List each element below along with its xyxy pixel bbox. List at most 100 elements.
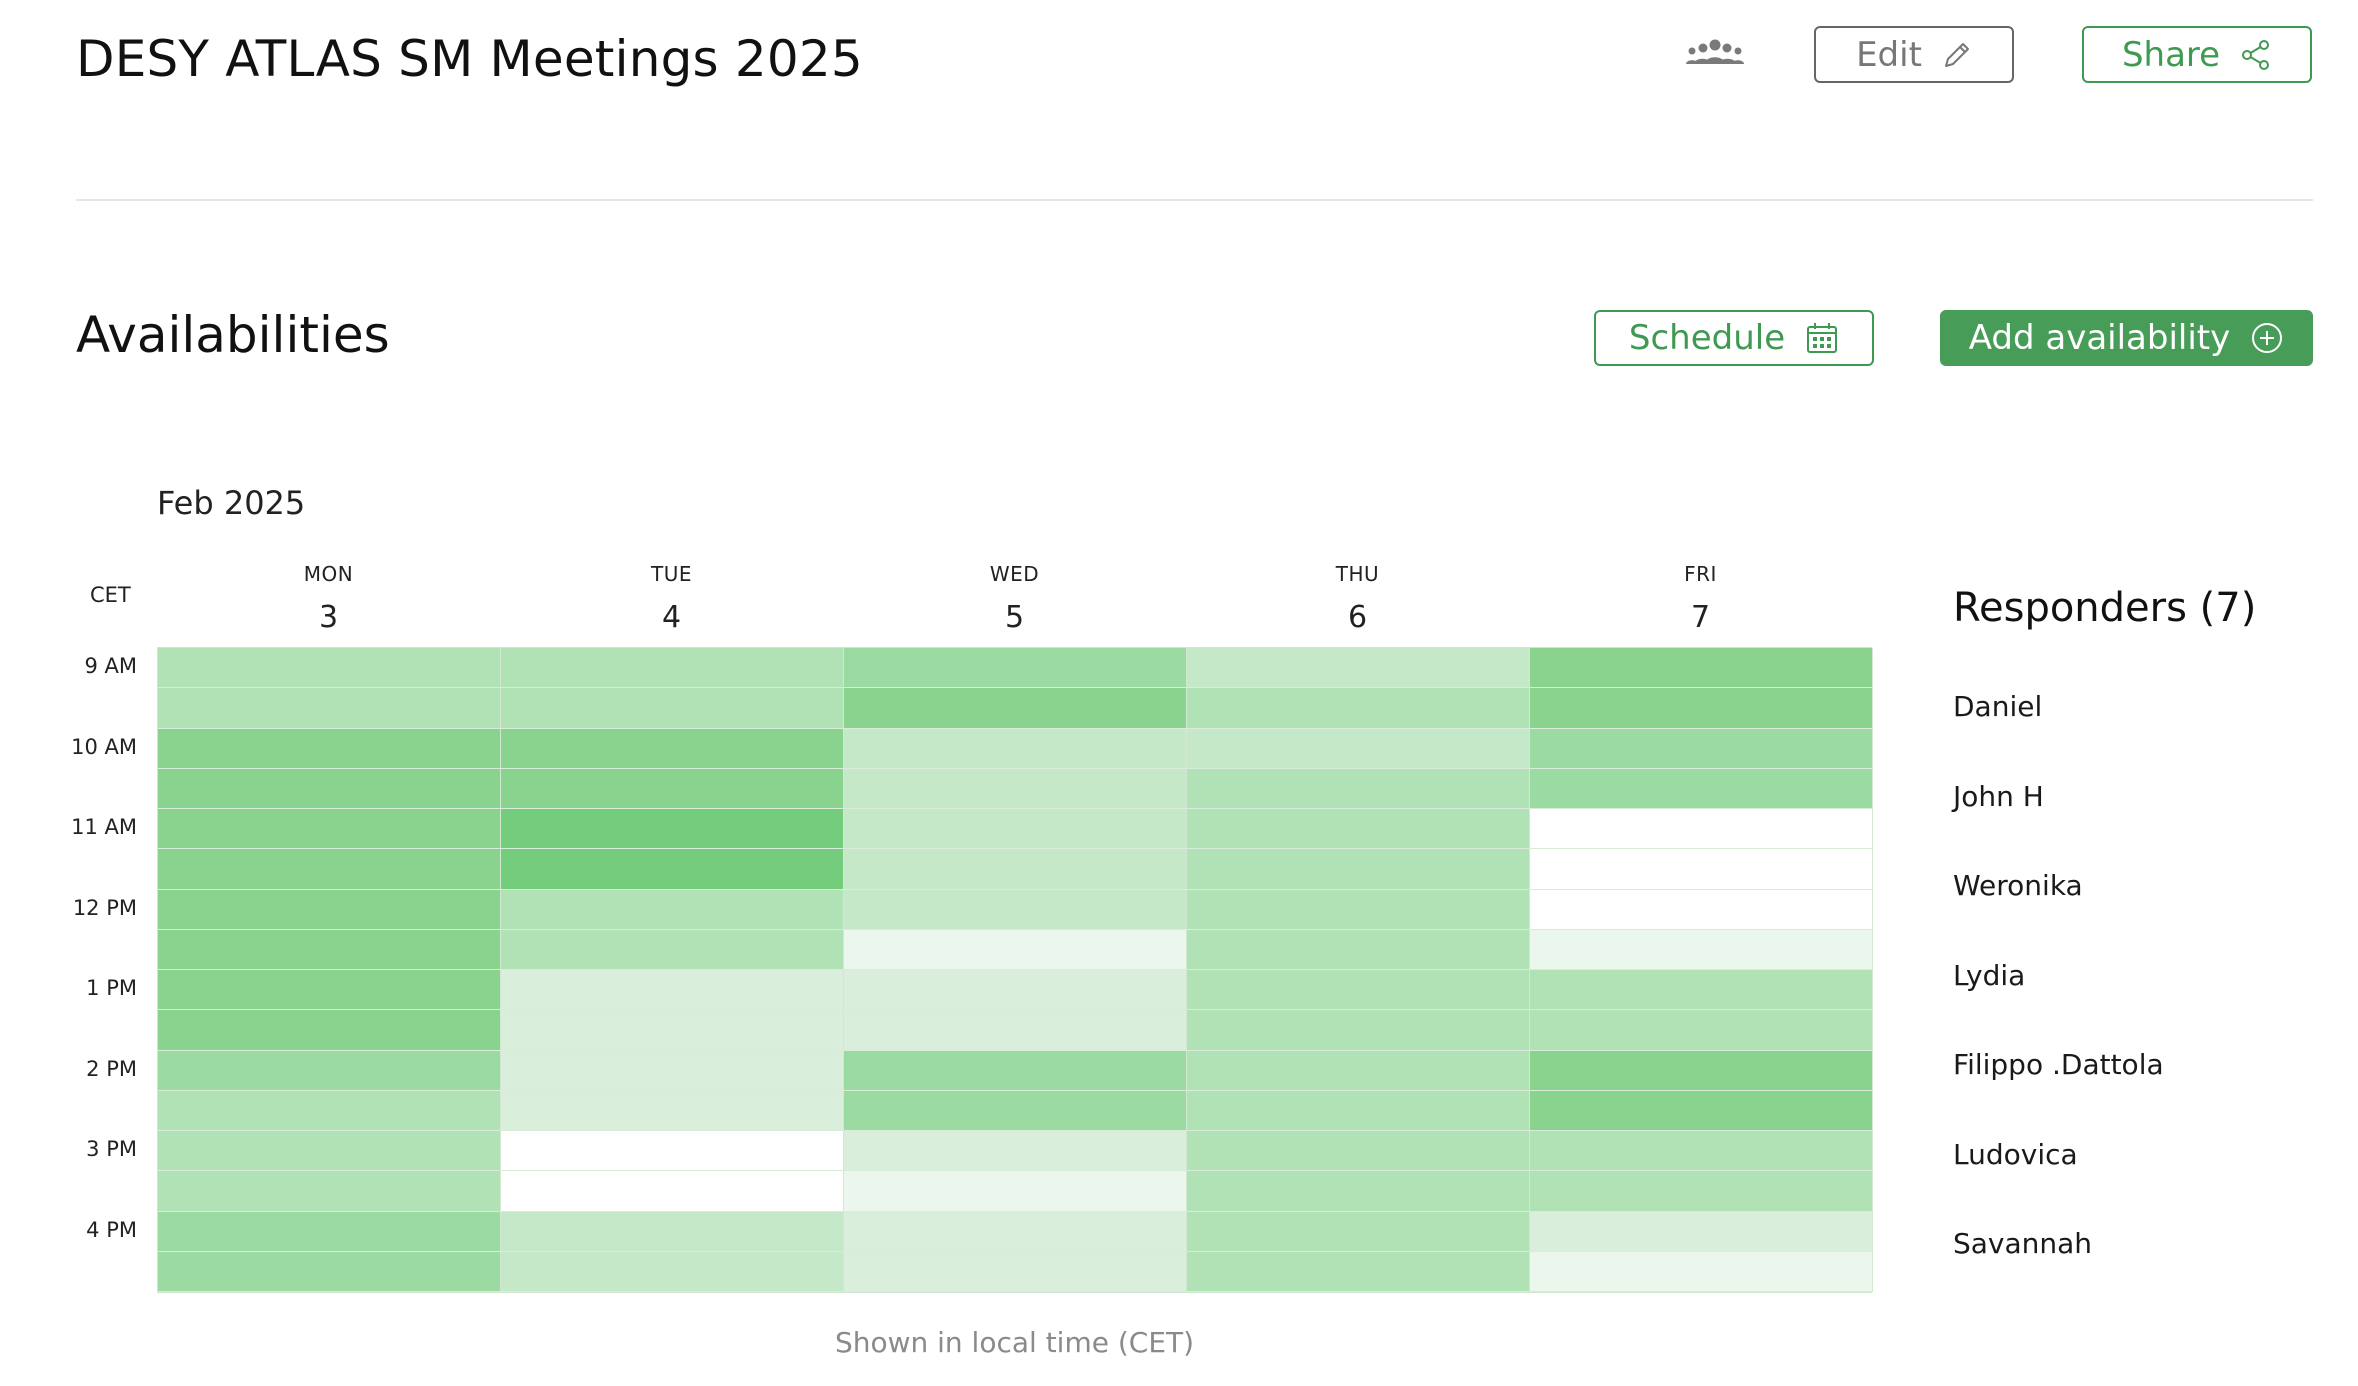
availability-slot[interactable] <box>158 648 501 689</box>
availability-slot[interactable] <box>1187 1211 1530 1252</box>
availability-slot[interactable] <box>501 648 844 689</box>
availability-slot[interactable] <box>1530 970 1873 1011</box>
availability-slot[interactable] <box>1530 1211 1873 1252</box>
header-divider <box>76 199 2313 201</box>
availability-slot[interactable] <box>1187 1171 1530 1212</box>
responder-item[interactable]: Weronika <box>1953 869 2083 902</box>
availability-slot[interactable] <box>1187 809 1530 850</box>
availability-slot[interactable] <box>844 1131 1187 1172</box>
availability-slot[interactable] <box>844 1090 1187 1131</box>
availability-slot[interactable] <box>844 929 1187 970</box>
availabilities-heading: Availabilities <box>76 306 390 364</box>
availability-slot[interactable] <box>158 849 501 890</box>
responder-item[interactable]: Savannah <box>1953 1227 2093 1260</box>
share-button[interactable]: Share <box>2082 26 2312 83</box>
availability-slot[interactable] <box>1530 1090 1873 1131</box>
availability-slot[interactable] <box>844 1171 1187 1212</box>
availability-slot[interactable] <box>158 728 501 769</box>
availability-slot[interactable] <box>1187 1090 1530 1131</box>
availability-slot[interactable] <box>158 1010 501 1051</box>
availability-slot[interactable] <box>1530 1131 1873 1172</box>
share-button-label: Share <box>2121 34 2221 75</box>
availability-slot[interactable] <box>158 1171 501 1212</box>
availability-slot[interactable] <box>501 1090 844 1131</box>
responder-item[interactable]: Ludovica <box>1953 1137 2078 1171</box>
availability-slot[interactable] <box>501 768 844 809</box>
availability-slot[interactable] <box>1530 1010 1873 1051</box>
availability-slot[interactable] <box>844 768 1187 809</box>
availability-slot[interactable] <box>844 648 1187 689</box>
availability-slot[interactable] <box>1187 768 1530 809</box>
schedule-button-label: Schedule <box>1628 318 1786 358</box>
availability-slot[interactable] <box>1530 889 1873 930</box>
availability-slot[interactable] <box>1530 1251 1873 1292</box>
availability-slot[interactable] <box>844 849 1187 890</box>
availability-slot[interactable] <box>1530 768 1873 809</box>
responder-item[interactable]: John H <box>1953 779 2044 813</box>
responder-item[interactable]: Filippo .Dattola <box>1953 1048 2164 1081</box>
availability-slot[interactable] <box>1187 1050 1530 1091</box>
availability-slot[interactable] <box>501 849 844 890</box>
availability-slot[interactable] <box>1530 809 1873 850</box>
availability-slot[interactable] <box>844 809 1187 850</box>
availability-slot[interactable] <box>1187 1131 1530 1172</box>
availability-slot[interactable] <box>844 688 1187 729</box>
availability-slot[interactable] <box>158 889 501 930</box>
availability-slot[interactable] <box>844 970 1187 1011</box>
availability-slot[interactable] <box>1187 889 1530 930</box>
availability-slot[interactable] <box>1187 970 1530 1011</box>
availability-slot[interactable] <box>1187 929 1530 970</box>
availability-slot[interactable] <box>501 688 844 729</box>
availability-slot[interactable] <box>1530 728 1873 769</box>
availability-slot[interactable] <box>1187 1010 1530 1051</box>
availability-slot[interactable] <box>158 1251 501 1292</box>
availability-slot[interactable] <box>844 1050 1187 1091</box>
availability-slot[interactable] <box>501 1251 844 1292</box>
availability-slot[interactable] <box>1187 1251 1530 1292</box>
availability-slot[interactable] <box>1530 1171 1873 1212</box>
responder-item[interactable]: Daniel <box>1953 690 2043 723</box>
availability-slot[interactable] <box>1530 1050 1873 1091</box>
availability-slot[interactable] <box>158 809 501 850</box>
availability-slot[interactable] <box>1187 688 1530 729</box>
availability-grid[interactable] <box>157 647 1873 1293</box>
availability-slot[interactable] <box>501 1211 844 1252</box>
availability-slot[interactable] <box>844 889 1187 930</box>
availability-slot[interactable] <box>501 1131 844 1172</box>
availability-slot[interactable] <box>158 1090 501 1131</box>
responder-item[interactable]: Lydia <box>1953 958 2026 992</box>
availability-slot[interactable] <box>501 809 844 850</box>
availability-slot[interactable] <box>158 1131 501 1172</box>
availability-slot[interactable] <box>844 1251 1187 1292</box>
hour-label: 3 PM <box>86 1137 137 1161</box>
availability-slot[interactable] <box>501 1010 844 1051</box>
availability-slot[interactable] <box>1187 728 1530 769</box>
availability-slot[interactable] <box>1187 849 1530 890</box>
availability-slot[interactable] <box>158 1050 501 1091</box>
availability-slot[interactable] <box>501 929 844 970</box>
schedule-button[interactable]: Schedule <box>1594 310 1874 366</box>
availability-slot[interactable] <box>158 929 501 970</box>
availability-slot[interactable] <box>1530 648 1873 689</box>
availability-slot[interactable] <box>844 1211 1187 1252</box>
day-name: TUE <box>651 562 692 586</box>
availability-slot[interactable] <box>844 1010 1187 1051</box>
availability-slot[interactable] <box>158 970 501 1011</box>
pencil-icon <box>1944 42 1969 67</box>
add-availability-button[interactable]: Add availability <box>1940 310 2313 366</box>
availability-slot[interactable] <box>158 768 501 809</box>
availability-slot[interactable] <box>1530 849 1873 890</box>
availability-slot[interactable] <box>501 970 844 1011</box>
availability-slot[interactable] <box>501 889 844 930</box>
availability-slot[interactable] <box>1530 688 1873 729</box>
people-group-icon[interactable] <box>1686 38 1744 68</box>
availability-slot[interactable] <box>158 688 501 729</box>
availability-slot[interactable] <box>501 1171 844 1212</box>
edit-button[interactable]: Edit <box>1814 26 2014 83</box>
availability-slot[interactable] <box>1530 929 1873 970</box>
availability-slot[interactable] <box>1187 648 1530 689</box>
availability-slot[interactable] <box>501 1050 844 1091</box>
availability-slot[interactable] <box>844 728 1187 769</box>
availability-slot[interactable] <box>501 728 844 769</box>
availability-slot[interactable] <box>158 1211 501 1252</box>
